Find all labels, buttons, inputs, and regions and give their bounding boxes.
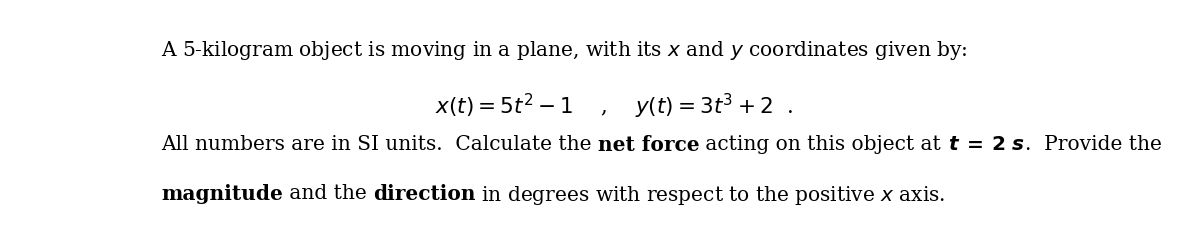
Text: magnitude: magnitude: [161, 183, 283, 203]
Text: in degrees with respect to the positive $x$ axis.: in degrees with respect to the positive …: [476, 183, 945, 206]
Text: A 5-kilogram object is moving in a plane, with its $x$ and $y$ coordinates given: A 5-kilogram object is moving in a plane…: [161, 39, 968, 62]
Text: $\boldsymbol{2}$: $\boldsymbol{2}$: [991, 134, 1005, 153]
Text: net force: net force: [598, 134, 700, 154]
Text: direction: direction: [373, 183, 476, 203]
Text: =: =: [960, 134, 991, 154]
Text: $\boldsymbol{t}$: $\boldsymbol{t}$: [948, 134, 960, 153]
Text: acting on this object at: acting on this object at: [700, 134, 948, 153]
Text: .  Provide the: . Provide the: [1024, 134, 1161, 153]
Text: $x(t) = 5t^2 - 1$    ,    $y(t) = 3t^3 + 2$  .: $x(t) = 5t^2 - 1$ , $y(t) = 3t^3 + 2$ .: [435, 91, 793, 120]
Text: All numbers are in SI units.  Calculate the: All numbers are in SI units. Calculate t…: [161, 134, 598, 153]
Text: and the: and the: [283, 183, 373, 202]
Text: $\boldsymbol{s}$: $\boldsymbol{s}$: [1011, 134, 1024, 153]
